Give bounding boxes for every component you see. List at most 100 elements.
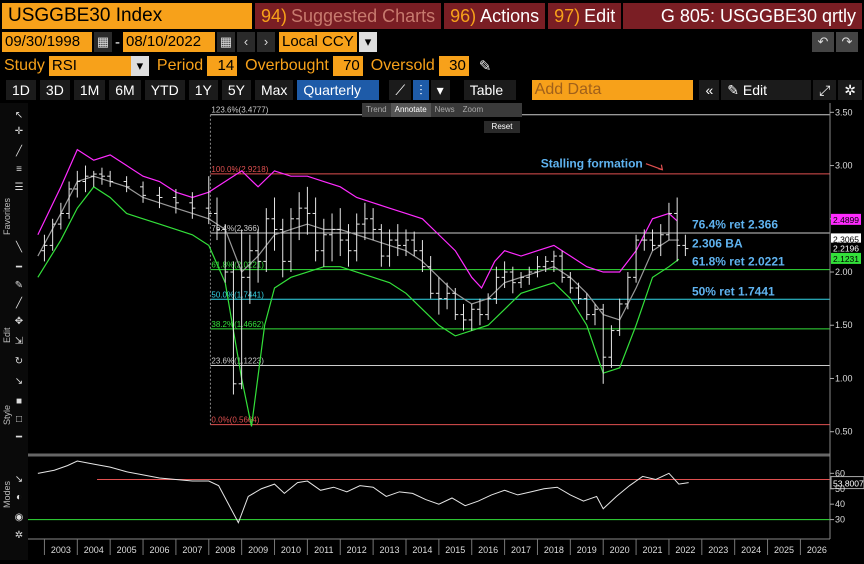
price-bar [633,234,640,283]
study-bar: Study RSI ▾ Period 14 Overbought 70 Over… [0,55,864,77]
resize-icon[interactable]: ⇲ [14,336,24,347]
diagonal-icon[interactable]: ↘ [14,376,24,387]
chevron-down-icon[interactable]: ▾ [430,80,450,100]
table-button[interactable]: Table [463,80,516,100]
arrow-icon[interactable]: ↘ [14,474,24,485]
color-icon[interactable]: □ [15,414,23,425]
fib-icon[interactable]: ☰ [14,182,24,193]
overbought-label: Overbought [245,57,329,74]
chevron-down-icon[interactable]: ▾ [130,56,149,76]
currency-select[interactable]: Local CCY [279,32,357,52]
price-bar [370,208,377,241]
price-bar [156,186,163,209]
x-tick-label: 2004 [84,545,104,555]
rsi-line [37,460,689,524]
brush-icon[interactable]: ╲ [15,242,23,253]
range-button-1m[interactable]: 1M [73,80,106,100]
y-tick-label: 0.50 [835,427,853,437]
end-date-input[interactable]: 08/10/2022 [123,32,215,52]
rsi-last-label: 53.8007 [833,479,864,489]
line-tool-icon[interactable]: ⟋ [389,80,412,100]
gear-icon[interactable]: ✲ [838,80,862,100]
x-tick-label: 2015 [445,545,465,555]
price-bar [608,325,615,368]
next-icon[interactable]: › [257,32,275,52]
popup-annotate[interactable]: Annotate [390,103,431,117]
oversold-input[interactable]: 30 [438,56,469,76]
price-bar [230,261,237,395]
start-date-input[interactable]: 09/30/1998 [2,32,92,52]
rotate-icon[interactable]: ↻ [14,356,24,367]
rsi-tick-label: 30 [835,515,845,525]
range-button-max[interactable]: Max [254,80,294,100]
frequency-select[interactable]: Quarterly ▼ [297,80,380,118]
price-chart[interactable]: 123.6%(3.4777) 100.0%(2.9218) 76.4%(2.366)… [0,103,864,564]
x-tick-label: 2013 [380,545,400,555]
thickness-icon[interactable]: ━ [15,432,23,443]
fill-icon[interactable]: ■ [15,396,23,407]
menu-edit[interactable]: 97) Edit [548,3,622,29]
add-data-input[interactable]: Add Data [531,80,694,100]
popup-zoom[interactable]: Zoom [462,105,484,114]
crosshair-icon[interactable]: ✛ [14,126,24,137]
move-icon[interactable]: ✥ [14,316,24,327]
range-button-3d[interactable]: 3D [39,80,70,100]
price-bar [674,197,681,262]
last-value-label: 2.1231 [833,254,859,264]
chart-annotation: 50% ret 1.7441 [692,284,775,298]
price-bar [140,181,147,203]
palette-icon[interactable]: ◉ [14,512,24,523]
range-button-1d[interactable]: 1D [6,80,36,100]
range-button-5y[interactable]: 5Y [221,80,251,100]
pencil-icon[interactable]: ✎ [478,58,492,75]
redo-icon[interactable]: ↷ [836,32,858,52]
x-tick-label: 2003 [51,545,71,555]
trend-icon[interactable]: ╱ [15,298,23,309]
price-bar [427,256,434,299]
menu-suggested-charts[interactable]: 94) Suggested Charts [255,3,442,29]
overbought-input[interactable]: 70 [332,56,363,76]
period-input[interactable]: 14 [207,56,238,76]
price-bar [49,218,56,251]
popup-news[interactable]: News [434,105,455,114]
price-bar [312,197,319,262]
range-button-ytd[interactable]: YTD [144,80,185,100]
price-bar [657,224,664,257]
last-value-badge [831,233,861,245]
price-bar [213,197,220,241]
price-bar [501,261,508,288]
study-select[interactable]: RSI [48,56,131,76]
expand-icon[interactable]: ⤢ [813,80,837,100]
y-tick-label: 1.50 [835,320,853,330]
range-button-6m[interactable]: 6M [109,80,141,100]
rsi-last-badge [830,476,864,490]
menu-actions[interactable]: 96) Actions [444,3,546,29]
ticker-field[interactable]: USGGBE30 Index [2,3,252,29]
price-bar [66,181,73,219]
reset-button[interactable]: Reset [484,121,520,133]
channel-icon[interactable]: ≡ [16,164,22,175]
hline-icon[interactable]: ━ [15,262,23,273]
x-tick-label: 2005 [117,545,137,555]
fib-label: 38.2%(1.4662) [211,320,264,329]
x-tick-label: 2006 [149,545,169,555]
calendar-icon[interactable]: ▦ [94,32,112,52]
range-button-1y[interactable]: 1Y [188,80,218,100]
bar-tool-icon[interactable]: ⫶ [413,80,429,100]
lock-icon[interactable]: ◐ [15,492,23,503]
collapse-icon[interactable]: « [699,80,720,100]
calendar-icon[interactable]: ▦ [217,32,235,52]
undo-icon[interactable]: ↶ [812,32,834,52]
cursor-icon[interactable]: ↖ [14,110,24,121]
pencil-icon[interactable]: ✎ [14,280,24,291]
line-icon[interactable]: ╱ [15,146,23,157]
y-tick-label: 2.00 [835,267,853,277]
price-bar [57,202,64,230]
chevron-down-icon[interactable]: ▾ [359,32,377,52]
rsi-tick-label: 60 [835,468,845,478]
edit-chart-button[interactable]: ✎ Edit Chart [721,80,812,118]
settings-icon[interactable]: ✲ [14,530,24,541]
prev-icon[interactable]: ‹ [237,32,255,52]
popup-trend[interactable]: Trend [366,105,387,114]
window-title: G 805: USGGBE30 qrtly [623,3,862,29]
